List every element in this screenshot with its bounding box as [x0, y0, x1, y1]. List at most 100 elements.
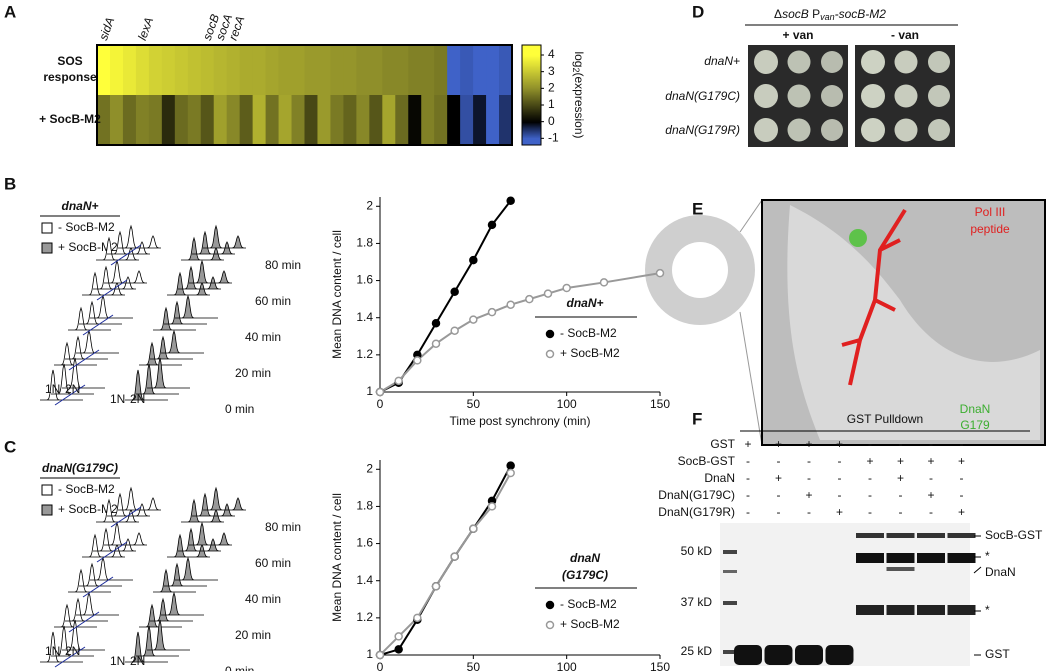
heat-cell: [408, 95, 422, 146]
panel-label: E: [692, 199, 703, 218]
colorbar-cell: [522, 143, 541, 146]
heat-cell: [278, 95, 293, 146]
colorbar-cell: [522, 105, 541, 108]
pulldown-title: GST Pulldown: [847, 412, 923, 426]
colorbar-cell: [522, 117, 541, 120]
y-tick-label: 2: [366, 461, 373, 475]
ploidy-label: 1N: [110, 392, 125, 406]
ladder-band: [723, 601, 737, 605]
heat-cell: [447, 45, 461, 96]
colony-spot: [928, 85, 950, 107]
heat-cell: [434, 95, 448, 146]
sign: -: [868, 488, 872, 502]
time-label: 60 min: [255, 294, 291, 308]
gel-band: [764, 645, 793, 665]
colony-spot: [821, 85, 843, 107]
heat-cell: [421, 45, 435, 96]
histogram: [62, 619, 105, 651]
marker: [431, 339, 441, 348]
gel-band: [947, 605, 976, 615]
histogram: [90, 294, 133, 319]
heat-cell: [174, 45, 189, 96]
marker: [431, 319, 441, 328]
histogram: [107, 230, 151, 255]
heat-cell: [304, 95, 318, 146]
y-tick-label: 1.2: [356, 347, 373, 361]
band-label: *: [985, 549, 990, 563]
colony-spot: [894, 50, 918, 74]
heat-cell: [265, 95, 280, 146]
sign: -: [929, 505, 933, 519]
strain-label: dnaN(G179C): [42, 461, 118, 475]
time-label: 0 min: [225, 664, 254, 671]
colorbar-cell: [522, 73, 541, 76]
colony-spot: [861, 50, 885, 74]
histogram: [167, 533, 211, 558]
colorbar-cell: [522, 97, 541, 100]
colorbar-cell: [522, 111, 541, 114]
x-tick-label: 100: [557, 397, 577, 411]
ploidy-label: 1N: [45, 644, 60, 658]
marker: [655, 268, 665, 278]
sign: -: [777, 488, 781, 502]
colorbar-cell: [522, 75, 541, 78]
sign: -: [960, 471, 964, 485]
heat-cell: [135, 45, 150, 96]
time-label: 60 min: [255, 556, 291, 570]
t: -socB-M2: [835, 7, 887, 21]
colorbar-tick-label: 3: [548, 64, 555, 78]
heat-cell: [473, 95, 487, 146]
row-label: + SocB-M2: [39, 112, 101, 126]
histogram: [203, 224, 247, 249]
panel-label: F: [692, 409, 702, 428]
legend-box: [41, 504, 53, 516]
ploidy-label: 1N: [45, 382, 60, 396]
marker: [469, 255, 478, 265]
colorbar-cell: [522, 77, 541, 80]
histogram: [150, 597, 193, 622]
colorbar-cell: [522, 121, 541, 124]
t: van: [820, 12, 835, 22]
colorbar-tick-label: 4: [548, 47, 555, 61]
colorbar-cell: [522, 131, 541, 134]
histogram: [76, 329, 119, 354]
histogram: [79, 562, 122, 587]
heat-cell: [434, 45, 448, 96]
colorbar-cell: [522, 53, 541, 56]
legend-box: [41, 484, 53, 496]
sign: +: [744, 437, 751, 451]
y-tick-label: 1: [366, 384, 373, 398]
marker: [487, 502, 497, 511]
heat-cell: [213, 45, 228, 96]
histogram: [65, 335, 108, 360]
heat-cell: [330, 45, 344, 96]
strain-label: dnaN+: [61, 199, 98, 213]
colorbar-cell: [522, 81, 541, 84]
residue-label: G179: [960, 418, 990, 432]
colorbar-cell: [522, 79, 541, 82]
colorbar-cell: [522, 119, 541, 122]
guide: [68, 611, 100, 633]
sign: +: [836, 437, 843, 451]
zoom-line: [739, 311, 763, 446]
colorbar-label: log2(expression): [571, 51, 586, 138]
sign: +: [927, 488, 934, 502]
ploidy-label: 2N: [65, 644, 80, 658]
sign: -: [868, 471, 872, 485]
legend-marker: [545, 600, 555, 610]
histogram: [161, 591, 204, 616]
row-label: DnaN(G179C): [658, 488, 735, 502]
marker: [413, 356, 422, 365]
condition: + van: [782, 28, 813, 42]
gel: [720, 523, 970, 666]
colorbar-tick-label: 0: [548, 114, 555, 128]
gel-band: [734, 645, 762, 665]
heat-cell: [122, 45, 137, 96]
guide: [54, 384, 86, 406]
band-label: SocB-GST: [985, 528, 1043, 542]
heat-cell: [252, 45, 267, 96]
heat-cell: [187, 95, 202, 146]
ploidy-label: 1N: [110, 654, 125, 668]
strain: dnaN(G179C): [665, 89, 740, 103]
legend-marker: [545, 620, 555, 630]
